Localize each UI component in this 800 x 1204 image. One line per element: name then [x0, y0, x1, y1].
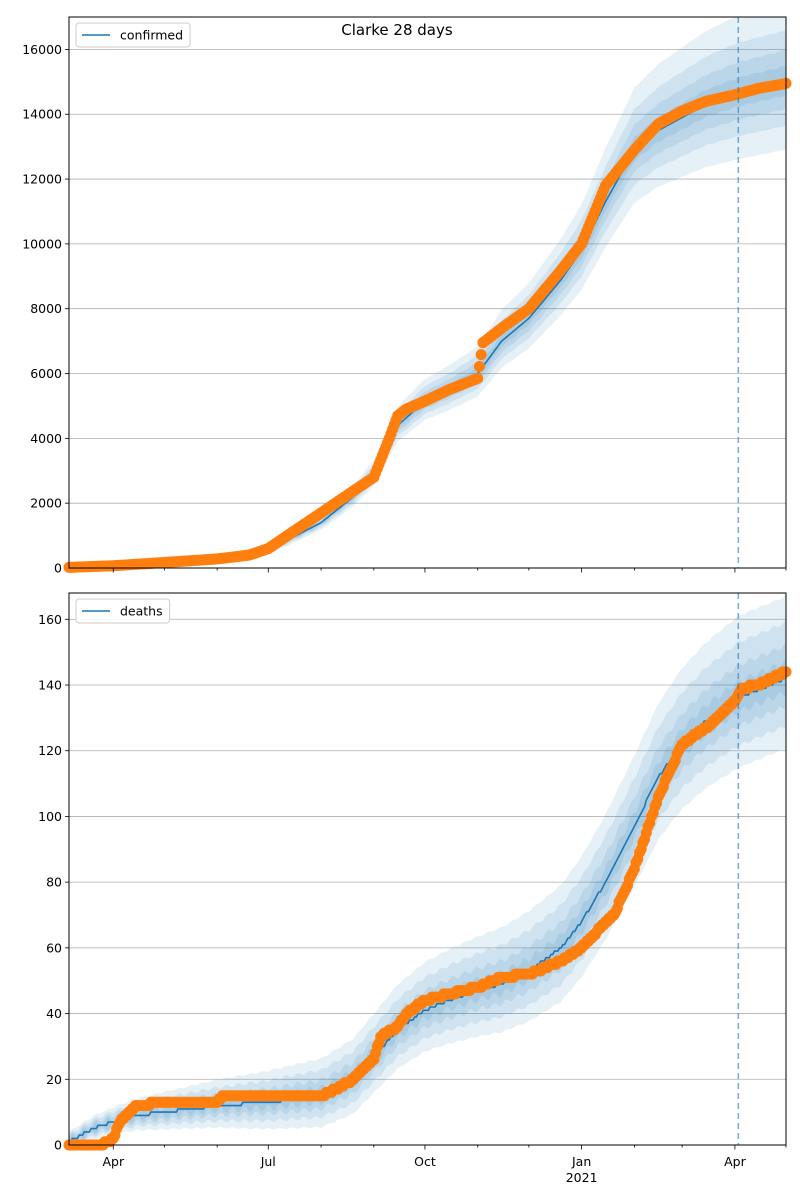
uncertainty-band — [69, 643, 786, 1145]
y-tick-label: 80 — [46, 875, 62, 890]
uncertainty-band — [69, 621, 786, 1145]
y-tick-label: 12000 — [22, 172, 62, 187]
y-tick-label: 16000 — [22, 42, 62, 57]
legend-label: confirmed — [120, 28, 183, 43]
x-tick-label: Jan — [571, 1154, 591, 1169]
uncertainty-band — [69, 595, 786, 1145]
observed-point — [472, 372, 484, 384]
figure-title: Clarke 28 days — [341, 21, 453, 39]
observed-point — [473, 361, 485, 372]
y-tick-label: 20 — [46, 1072, 62, 1087]
series-line-deaths — [69, 677, 786, 1143]
x-tick-label: Apr — [102, 1154, 124, 1169]
legend-box — [75, 598, 171, 624]
y-tick-label: 10000 — [22, 236, 62, 251]
y-tick-label: 0 — [54, 1138, 62, 1153]
legend: confirmed — [75, 22, 191, 48]
y-tick-label: 60 — [46, 940, 62, 955]
y-tick-label: 6000 — [30, 366, 62, 381]
x-tick-label: Jul — [260, 1154, 276, 1169]
uncertainty-band — [69, 17, 786, 568]
y-tick-label: 14000 — [22, 107, 62, 122]
y-tick-label: 100 — [38, 809, 62, 824]
y-tick-label: 160 — [38, 612, 62, 627]
panel-1: 0 2000 4000 6000 8000 10000 12000 14000 16000 con… — [22, 16, 792, 576]
y-tick-label: 4000 — [30, 431, 62, 446]
uncertainty-band — [69, 30, 786, 568]
x-tick-sublabel: 2021 — [566, 1170, 598, 1185]
x-tick-label: Apr — [724, 1154, 746, 1169]
legend: deaths — [75, 598, 171, 624]
axes-frame — [68, 592, 787, 1146]
uncertainty-band — [69, 659, 786, 1145]
y-tick-label: 0 — [54, 561, 62, 576]
y-tick-label: 120 — [38, 743, 62, 758]
y-tick-label: 2000 — [30, 496, 62, 511]
y-tick-label: 140 — [38, 678, 62, 693]
legend-label: deaths — [120, 604, 163, 619]
x-tick-label: Oct — [414, 1154, 436, 1169]
observed-point — [475, 349, 487, 361]
y-tick-label: 8000 — [30, 301, 62, 316]
y-tick-label: 40 — [46, 1006, 62, 1021]
axes-frame — [68, 16, 787, 569]
legend-box — [75, 22, 191, 48]
